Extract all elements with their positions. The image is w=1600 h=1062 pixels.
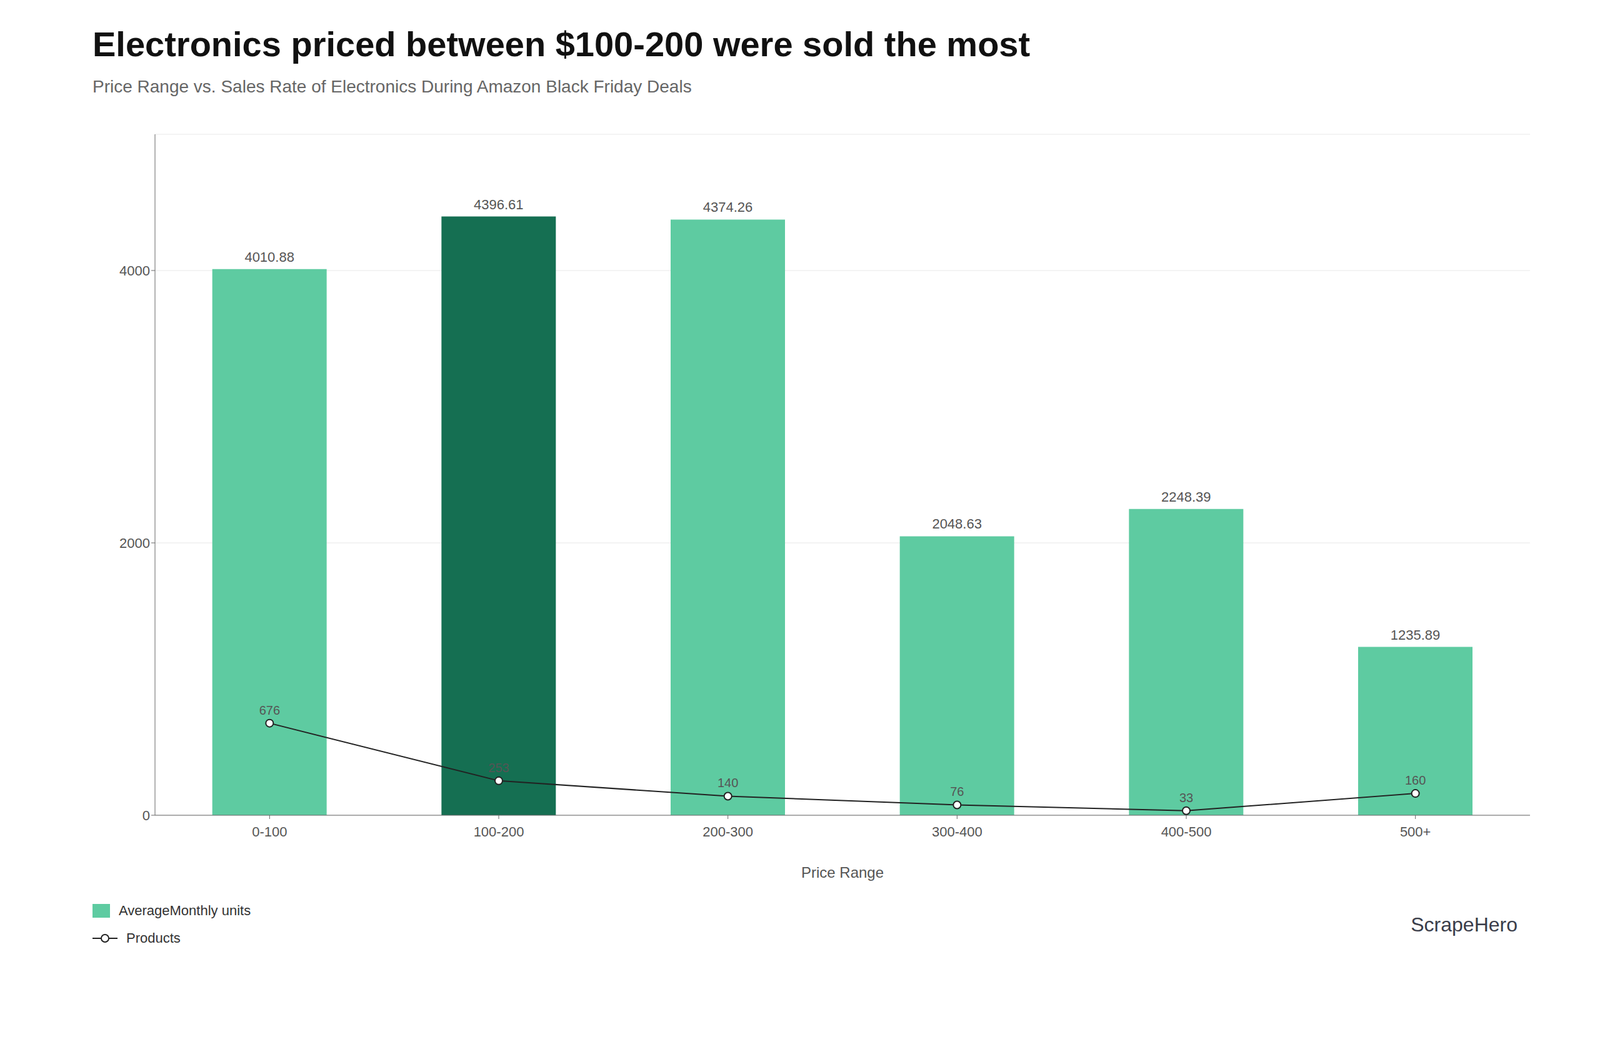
svg-text:676: 676 xyxy=(259,703,280,718)
svg-text:160: 160 xyxy=(1405,773,1426,788)
html-text:Products: Products xyxy=(126,930,181,947)
svg-text:300-400: 300-400 xyxy=(931,824,983,840)
svg-text:2048.63: 2048.63 xyxy=(931,516,982,532)
svg-text:Price Range: Price Range xyxy=(801,864,884,882)
html-text:AverageMonthly units: AverageMonthly units xyxy=(118,903,251,919)
svg-text:2000: 2000 xyxy=(119,535,150,552)
svg-text:140: 140 xyxy=(717,776,739,790)
svg-text:2248.39: 2248.39 xyxy=(1161,489,1212,505)
svg-text:100-200: 100-200 xyxy=(473,824,525,840)
svg-text:4010.88: 4010.88 xyxy=(244,249,295,265)
svg-text:76: 76 xyxy=(950,785,964,799)
svg-text:33: 33 xyxy=(1179,791,1194,805)
svg-text:0-100: 0-100 xyxy=(251,824,287,840)
svg-text:4374.26: 4374.26 xyxy=(703,199,754,215)
svg-text:253: 253 xyxy=(488,761,509,775)
svg-text:1235.89: 1235.89 xyxy=(1390,627,1441,644)
svg-text:500+: 500+ xyxy=(1400,824,1432,840)
html-text:Price Range vs. Sales Rate of: Price Range vs. Sales Rate of Electronic… xyxy=(92,76,692,97)
html-text:Electronics priced between $10: Electronics priced between $100-200 were… xyxy=(92,24,1031,64)
svg-text:4000: 4000 xyxy=(119,263,150,279)
svg-text:400-500: 400-500 xyxy=(1161,824,1212,840)
svg-text:4396.61: 4396.61 xyxy=(473,196,524,213)
svg-text:0: 0 xyxy=(142,808,150,824)
svg-text:200-300: 200-300 xyxy=(702,824,754,840)
html-text:ScrapeHero: ScrapeHero xyxy=(1410,913,1518,936)
